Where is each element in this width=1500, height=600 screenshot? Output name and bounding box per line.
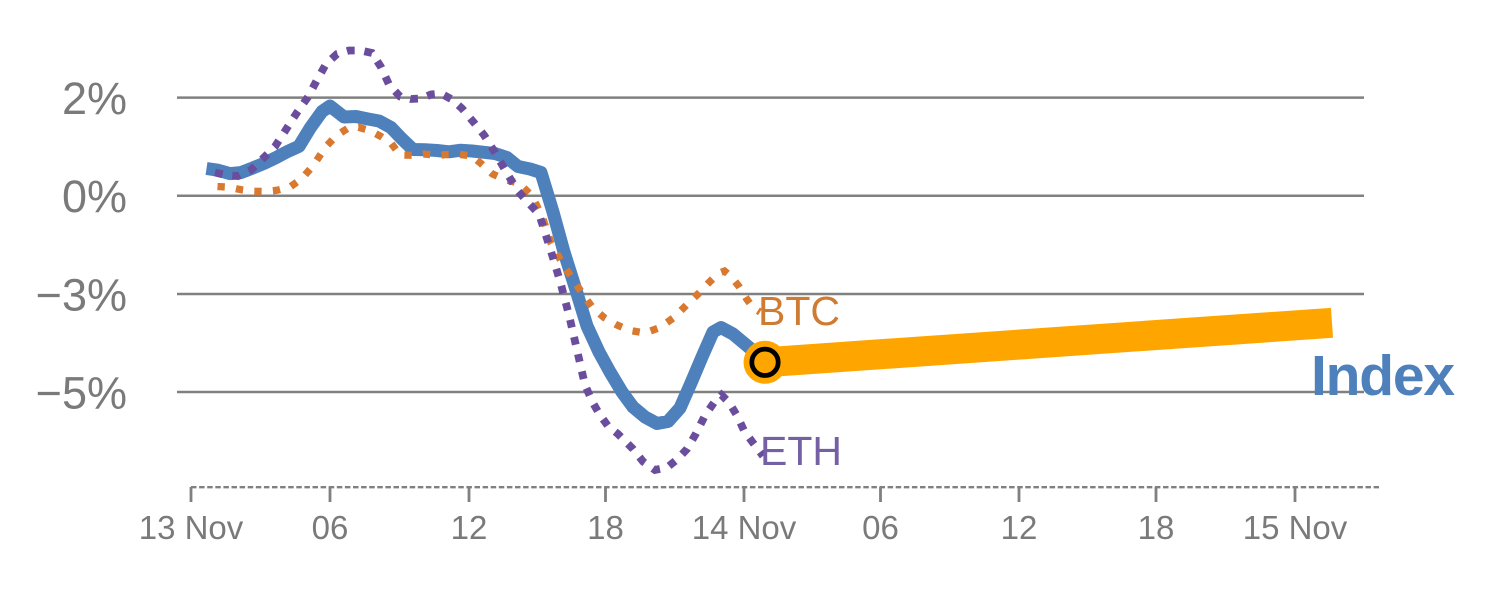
svg-text:13 Nov: 13 Nov — [139, 509, 244, 546]
svg-text:06: 06 — [862, 509, 899, 546]
svg-text:Index: Index — [1311, 344, 1455, 408]
svg-text:2%: 2% — [62, 73, 127, 124]
svg-text:0%: 0% — [62, 171, 127, 222]
svg-text:12: 12 — [1001, 509, 1038, 546]
svg-text:12: 12 — [451, 509, 488, 546]
svg-text:06: 06 — [312, 509, 349, 546]
svg-text:ETH: ETH — [760, 428, 842, 474]
svg-text:18: 18 — [587, 509, 624, 546]
svg-text:18: 18 — [1138, 509, 1175, 546]
svg-text:−3%: −3% — [36, 269, 127, 320]
svg-text:BTC: BTC — [758, 288, 840, 334]
svg-text:15 Nov: 15 Nov — [1243, 509, 1348, 546]
svg-text:−5%: −5% — [36, 367, 127, 418]
svg-text:14 Nov: 14 Nov — [692, 509, 797, 546]
